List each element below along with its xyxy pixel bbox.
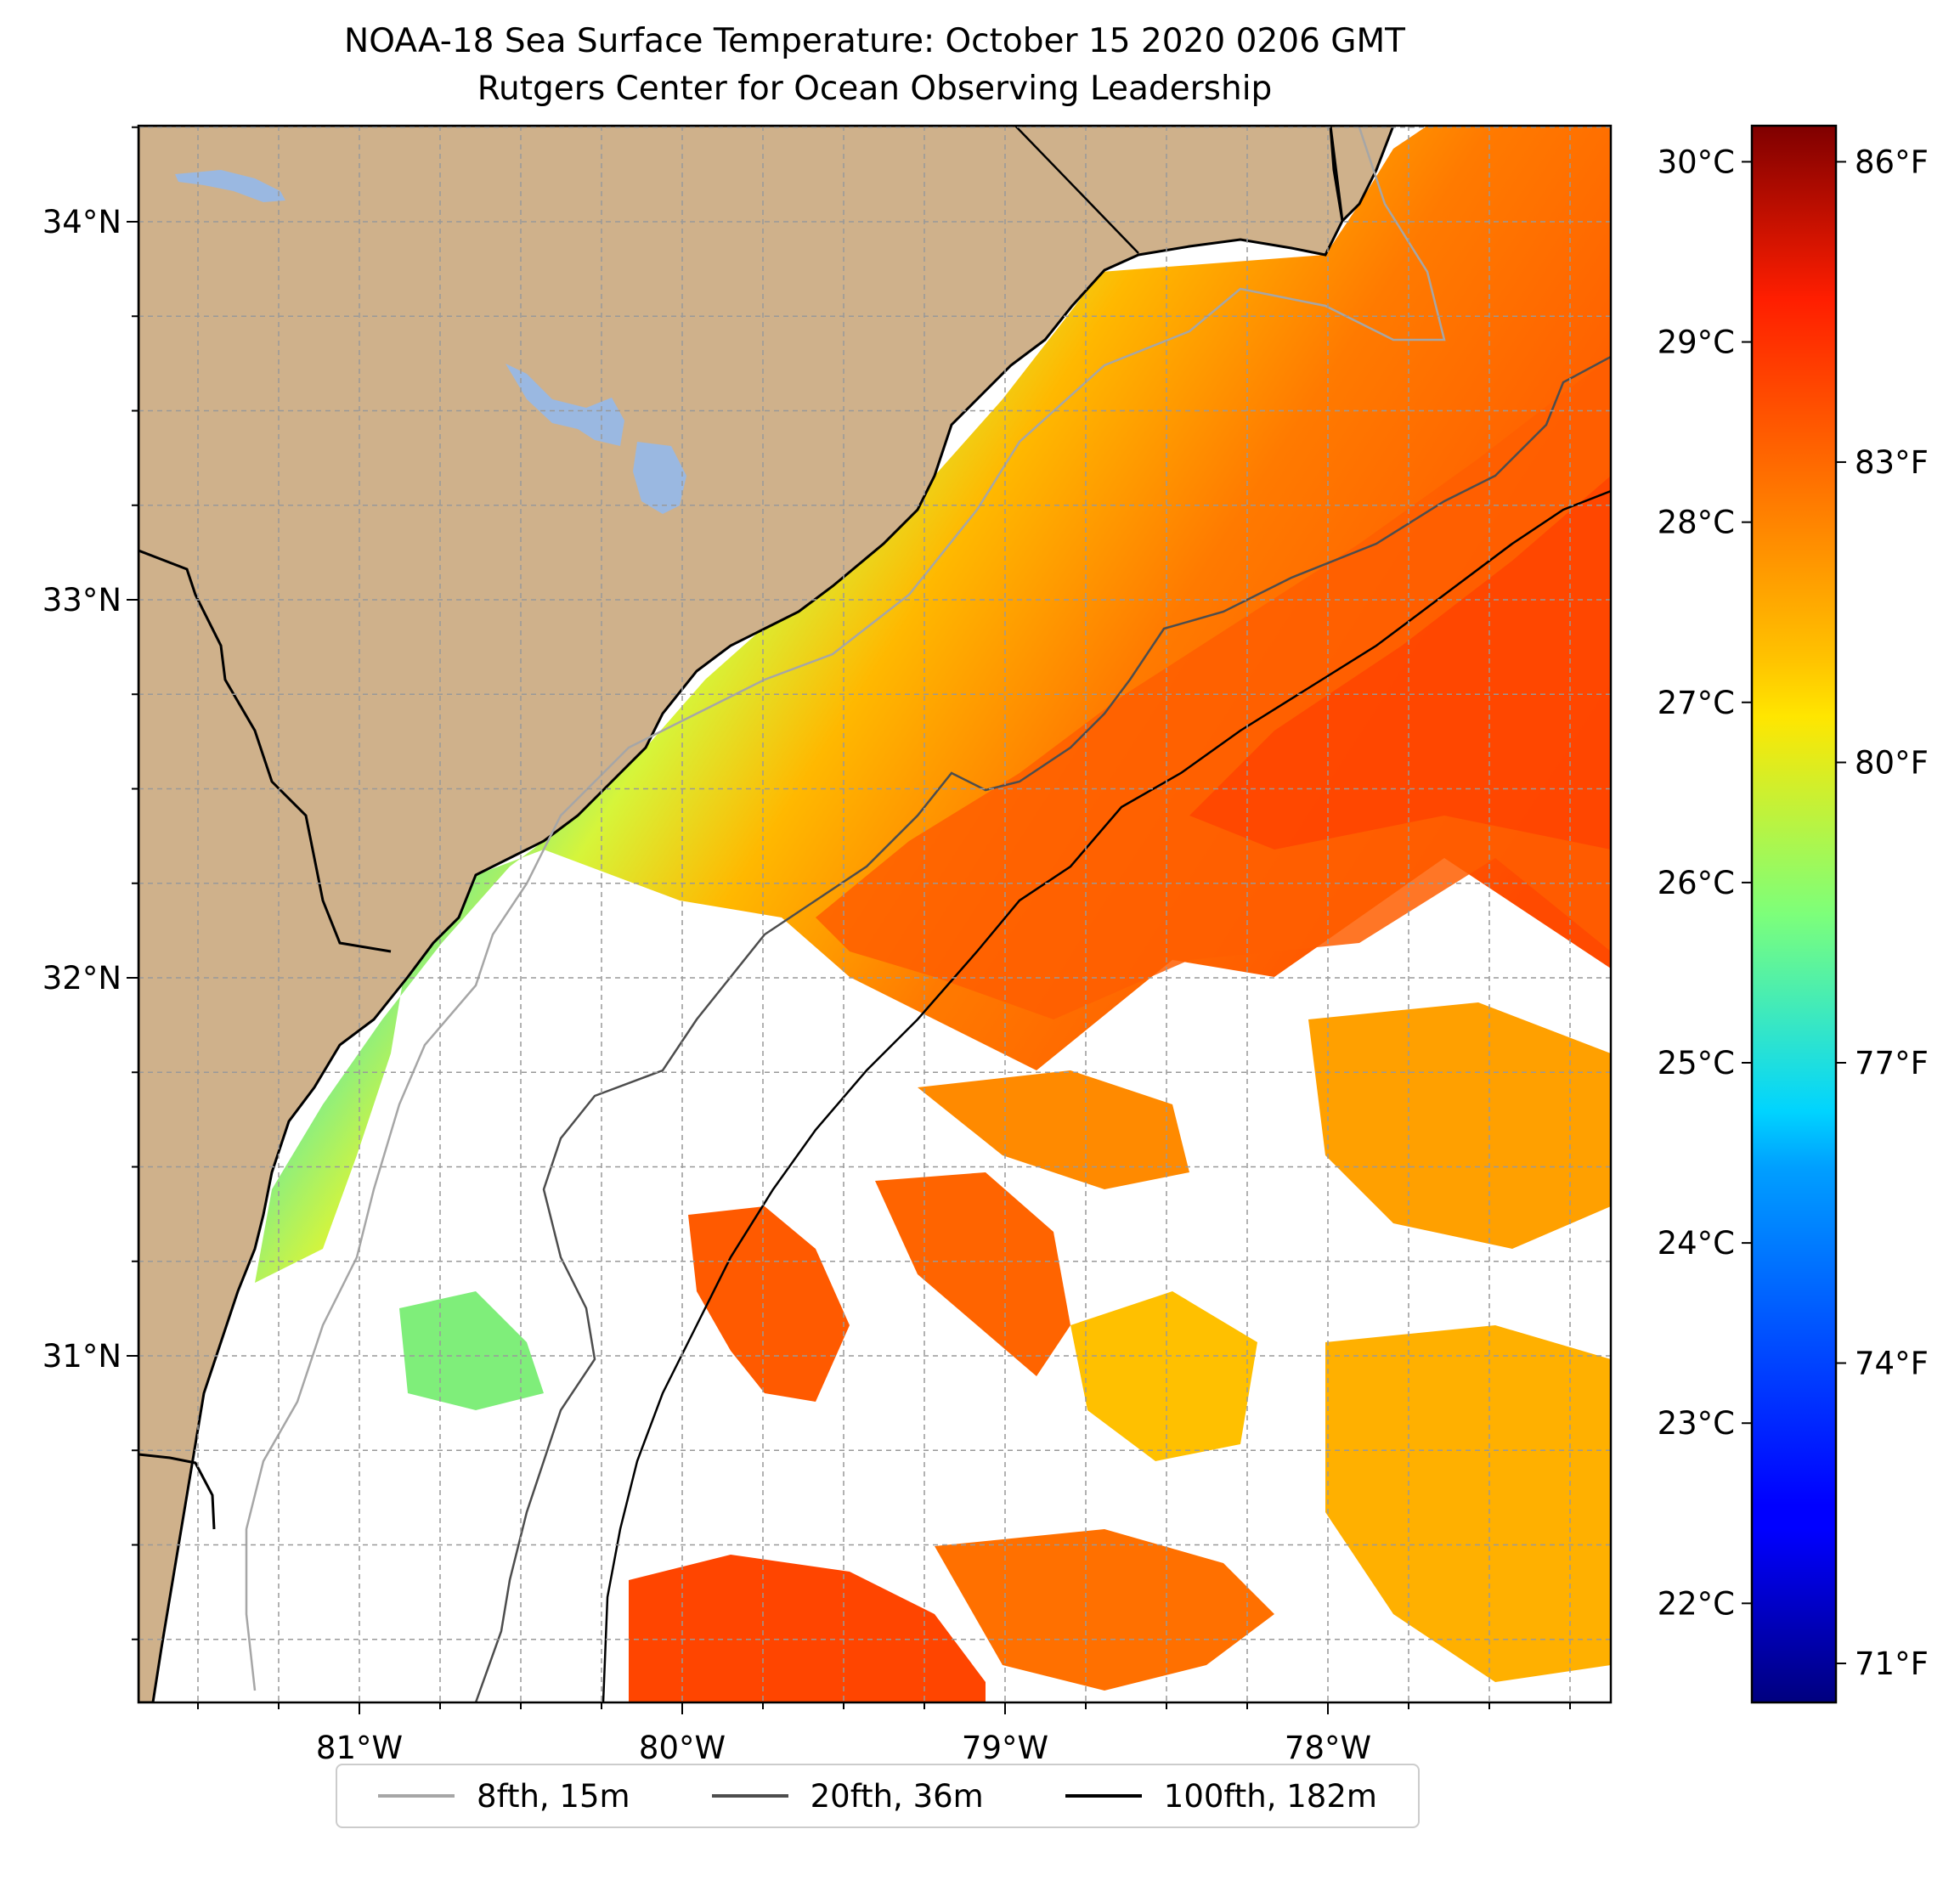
legend-line-100fth (1065, 1794, 1142, 1798)
legend-line-8fth (378, 1794, 455, 1798)
cape-fear-land (1329, 126, 1395, 224)
legend-line-20fth (711, 1794, 788, 1798)
fahrenheit-tick-label: 77°F (1855, 1045, 1929, 1081)
celsius-tick-label: 23°C (1658, 1405, 1735, 1442)
celsius-tick-label: 30°C (1658, 144, 1735, 180)
lon-tick-label: 80°W (639, 1730, 726, 1766)
legend-item-20fth: 20fth, 36m (711, 1777, 984, 1815)
legend-item-8fth: 8fth, 15m (378, 1778, 630, 1815)
fahrenheit-tick-label: 80°F (1855, 744, 1929, 781)
fahrenheit-tick-label: 74°F (1855, 1346, 1929, 1382)
fahrenheit-tick-label: 71°F (1855, 1646, 1929, 1682)
sst-patch-east-1 (1308, 1002, 1611, 1249)
lake-1 (175, 170, 285, 202)
map-subtitle: Rutgers Center for Ocean Observing Leade… (477, 70, 1273, 108)
gulf-stream-core (1189, 476, 1611, 850)
axis-labels: 34°N 33°N 32°N 31°N 81°W 80°W 79°W 78°W (42, 204, 1371, 1766)
map-title: NOAA-18 Sea Surface Temperature: October… (344, 22, 1405, 60)
colorbar (1750, 124, 1838, 1704)
celsius-tick-label: 22°C (1658, 1585, 1735, 1622)
lat-tick-label: 33°N (42, 582, 121, 618)
legend-item-100fth: 100fth, 182m (1065, 1778, 1377, 1815)
lat-tick-label: 32°N (42, 960, 121, 996)
sst-patch-west-cool (399, 1291, 544, 1410)
celsius-tick-label: 25°C (1658, 1045, 1735, 1081)
state-border-nc-sc (1014, 126, 1139, 254)
lon-tick-label: 81°W (316, 1730, 403, 1766)
fahrenheit-tick-label: 86°F (1855, 144, 1929, 180)
state-border-ga-fl (138, 1453, 216, 1530)
state-border-sc-ga (138, 549, 392, 953)
sst-patch-south-5 (935, 1529, 1274, 1691)
isobath-8fth (245, 127, 1446, 1691)
isobath-100fth (602, 489, 1611, 1702)
legend-label-20fth: 20fth, 36m (810, 1777, 984, 1815)
celsius-tick-label: 28°C (1658, 505, 1735, 541)
gridlines (138, 126, 1611, 1702)
celsius-tick-label: 26°C (1658, 865, 1735, 901)
lake-3 (633, 442, 686, 514)
map-plot-area (138, 126, 1611, 1702)
sst-patch-south-1 (688, 1206, 850, 1402)
sst-field-northern (255, 126, 1611, 1283)
lon-tick-label: 78°W (1285, 1730, 1371, 1766)
sst-patch-south-3 (918, 1070, 1189, 1189)
sst-patch-east-3 (1070, 1291, 1257, 1461)
legend-label-8fth: 8fth, 15m (477, 1777, 630, 1815)
legend-label-100fth: 100fth, 182m (1163, 1777, 1377, 1815)
colorbar-ticks: 22°C 23°C 24°C 25°C 26°C 27°C 28°C 29°C 30°C 71°F… (1658, 144, 1929, 1682)
sst-patch-south-4 (629, 1555, 986, 1702)
celsius-tick-label: 24°C (1658, 1225, 1735, 1262)
map-frame (137, 124, 1613, 1704)
celsius-tick-label: 27°C (1658, 685, 1735, 721)
lon-tick-label: 79°W (962, 1730, 1048, 1766)
sst-patch-east-2 (1325, 1325, 1611, 1682)
bathymetry-legend: 8fth, 15m 20fth, 36m 100fth, 182m (336, 1764, 1420, 1828)
axis-ticks (127, 126, 1571, 1714)
lat-tick-label: 31°N (42, 1338, 121, 1375)
fahrenheit-tick-label: 83°F (1855, 444, 1929, 481)
lake-2 (506, 364, 624, 446)
celsius-tick-label: 29°C (1658, 325, 1735, 361)
lat-tick-label: 34°N (42, 204, 121, 240)
